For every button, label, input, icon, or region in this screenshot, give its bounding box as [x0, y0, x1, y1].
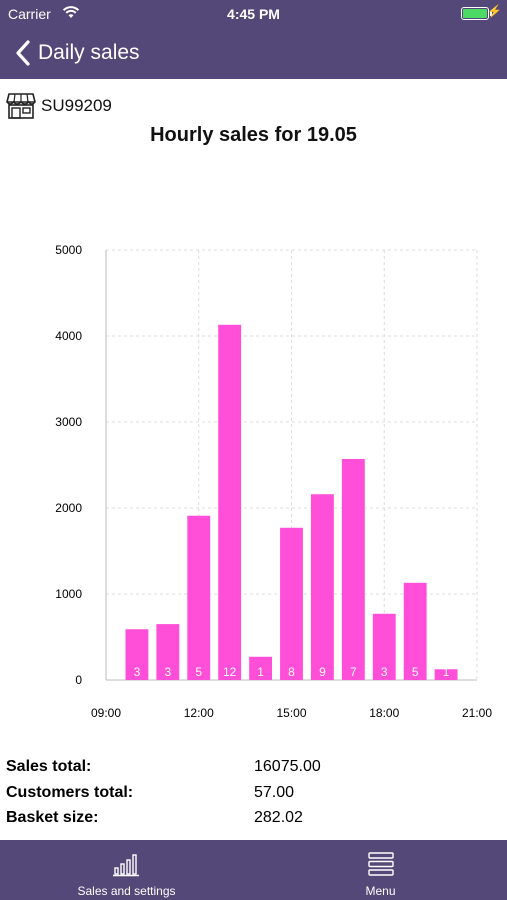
tab-menu-label: Menu	[365, 884, 396, 898]
bar-customers-label: 8	[288, 665, 295, 679]
chart-bar	[403, 582, 427, 680]
x-tick-label: 18:00	[369, 706, 399, 720]
sales-total-value: 16075.00	[254, 758, 321, 775]
chart-bar	[218, 324, 242, 680]
y-tick-label: 3000	[55, 415, 82, 429]
store-icon	[6, 93, 36, 119]
sales-total-label: Sales total:	[6, 758, 92, 775]
chart-bar	[156, 624, 180, 680]
carrier-label: Carrier	[8, 6, 51, 22]
y-tick-label: 5000	[55, 243, 82, 257]
hourly-sales-chart: 0 1000 2000 3000 4000 5000 09:00 12:00 15:00 18:0…	[55, 243, 492, 720]
y-tick-label: 4000	[55, 329, 82, 343]
chart-bar	[341, 458, 365, 680]
customers-total-value: 57.00	[254, 783, 295, 801]
chart-bar	[310, 494, 334, 680]
chevron-left-icon	[16, 40, 30, 66]
sales-summary: Sales total: 16075.00 Customers total: 5…	[6, 758, 501, 835]
tab-menu[interactable]: Menu	[254, 840, 507, 900]
y-tick-label: 1000	[55, 587, 82, 601]
bar-chart-icon	[112, 854, 139, 877]
tab-sales-and-settings-label: Sales and settings	[77, 884, 176, 898]
chart-bar	[125, 629, 149, 680]
x-tick-label: 12:00	[184, 706, 214, 720]
store-code: SU99209	[41, 96, 112, 115]
chart-bar	[249, 656, 273, 680]
chart-bar	[372, 613, 396, 680]
bar-customers-label: 1	[257, 665, 264, 679]
bar-customers-label: 7	[350, 665, 357, 679]
chart-bar	[434, 669, 458, 680]
chart-title: Hourly sales for 19.05	[150, 124, 357, 146]
charging-icon: ⚡	[487, 4, 502, 18]
x-tick-label: 15:00	[276, 706, 306, 720]
customers-total-label: Customers total:	[6, 783, 134, 801]
bar-customers-label: 3	[381, 665, 388, 679]
navigation-bar: Daily sales	[0, 28, 507, 79]
tab-bar: Sales and settings Menu	[0, 840, 507, 900]
basket-size-label: Basket size:	[6, 809, 99, 826]
tab-sales-and-settings[interactable]: Sales and settings	[0, 840, 253, 900]
basket-size-value: 282.02	[254, 809, 303, 826]
chart-bar	[187, 515, 211, 680]
y-tick-label: 0	[75, 673, 82, 687]
battery-icon	[461, 7, 492, 20]
summary-row-sales-total: Sales total: 16075.00	[6, 758, 501, 784]
wifi-icon	[62, 6, 80, 18]
store-info: SU99209	[6, 92, 112, 120]
bar-customers-label: 3	[134, 665, 141, 679]
chart-bar	[280, 527, 303, 680]
menu-icon	[367, 852, 394, 876]
bar-customers-label: 9	[319, 665, 326, 679]
bar-customers-label: 1	[443, 665, 450, 679]
y-tick-label: 2000	[55, 501, 82, 515]
x-tick-label: 09:00	[91, 706, 121, 720]
bar-customers-label: 5	[195, 665, 202, 679]
x-tick-label: 21:00	[462, 706, 492, 720]
bar-customers-label: 5	[412, 665, 419, 679]
bar-customers-label: 3	[164, 665, 171, 679]
back-button-label: Daily sales	[38, 41, 140, 64]
summary-row-basket-size: Basket size: 282.02	[6, 809, 501, 835]
bar-customers-label: 12	[223, 665, 237, 679]
summary-row-customers-total: Customers total: 57.00	[6, 784, 501, 810]
back-button[interactable]: Daily sales	[10, 37, 140, 69]
status-time: 4:45 PM	[227, 6, 280, 22]
status-bar: Carrier 4:45 PM ⚡	[0, 0, 507, 28]
